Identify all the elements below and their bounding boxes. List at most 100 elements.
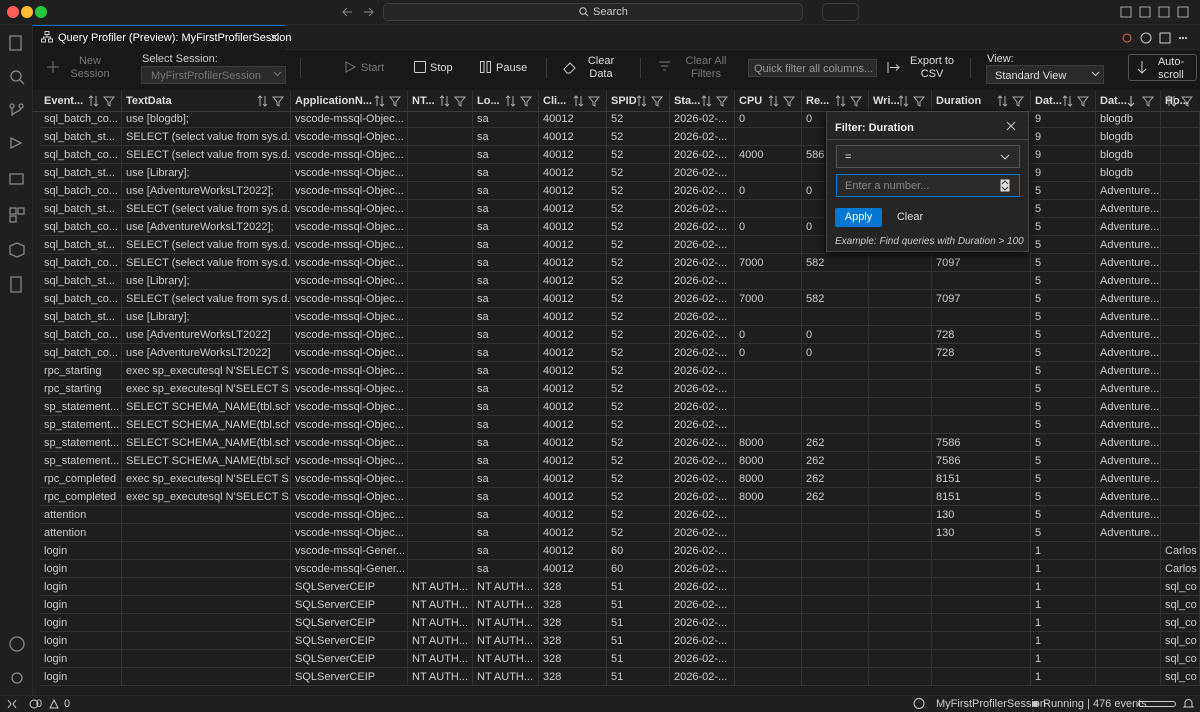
- status-session[interactable]: MyFirstProfilerSession: [936, 698, 1047, 710]
- column-header[interactable]: CPU: [735, 91, 802, 111]
- column-header[interactable]: Event...: [40, 91, 122, 111]
- clear-button[interactable]: Clear: [896, 211, 924, 223]
- cell: [1161, 146, 1200, 164]
- cell: 2026-02-...: [670, 398, 735, 416]
- sort-filter-icons[interactable]: [505, 95, 533, 107]
- cell: NT AUTH...: [408, 596, 473, 614]
- column-header[interactable]: NT...: [408, 91, 473, 111]
- cell: [932, 236, 1031, 254]
- cell: sa: [473, 488, 539, 506]
- cell: 0: [735, 218, 802, 236]
- export-icon: [887, 62, 900, 73]
- cell: [802, 416, 869, 434]
- cell: 52: [607, 524, 670, 542]
- cell: 1: [1031, 596, 1096, 614]
- sort-filter-icons[interactable]: [374, 95, 402, 107]
- sort-filter-icons[interactable]: [1127, 95, 1155, 107]
- column-header[interactable]: Duration: [932, 91, 1031, 111]
- sort-filter-icons[interactable]: [701, 95, 729, 107]
- search-box[interactable]: [383, 3, 803, 21]
- sort-filter-icons[interactable]: [573, 95, 601, 107]
- cell: SELECT (select value from sys.d...: [122, 146, 291, 164]
- column-header[interactable]: Cli...: [539, 91, 607, 111]
- filter-close[interactable]: [1006, 121, 1016, 131]
- cell: 2026-02-...: [670, 488, 735, 506]
- sort-filter-icons[interactable]: [636, 95, 664, 107]
- sort-filter-icons[interactable]: [88, 95, 116, 107]
- cell: NT AUTH...: [473, 596, 539, 614]
- sort-filter-icons[interactable]: [257, 95, 285, 107]
- operator-select[interactable]: =: [836, 145, 1020, 168]
- spinner[interactable]: [1000, 179, 1010, 192]
- sort-filter-icons[interactable]: [1166, 95, 1194, 107]
- value-input[interactable]: Enter a number...: [836, 174, 1020, 197]
- cell: 2026-02-...: [670, 146, 735, 164]
- editor-actions[interactable]: [1121, 32, 1191, 44]
- cell: 2026-02-...: [670, 290, 735, 308]
- cell: sa: [473, 182, 539, 200]
- layout-icons[interactable]: [1120, 6, 1195, 18]
- cell: [735, 164, 802, 182]
- column-header[interactable]: Lo...: [473, 91, 539, 111]
- cell: [802, 542, 869, 560]
- editor-tab[interactable]: [33, 25, 285, 51]
- column-header[interactable]: SPID: [607, 91, 670, 111]
- sort-filter-icons[interactable]: [835, 95, 863, 107]
- cell: [408, 164, 473, 182]
- column-header[interactable]: TextData: [122, 91, 291, 111]
- cell: 7586: [932, 452, 1031, 470]
- cell: [1096, 614, 1161, 632]
- pause-icon: [480, 61, 491, 73]
- apply-button[interactable]: Apply: [835, 208, 882, 227]
- sort-filter-icons[interactable]: [768, 95, 796, 107]
- cell: [932, 416, 1031, 434]
- column-header[interactable]: ApplicationN...: [291, 91, 408, 111]
- sort-filter-icons[interactable]: [997, 95, 1025, 107]
- cell: 40012: [539, 542, 607, 560]
- activity-icons[interactable]: [8, 34, 26, 294]
- cell: sql_batch_co...: [40, 182, 122, 200]
- cell: [1161, 524, 1200, 542]
- account-settings-icons[interactable]: [8, 636, 26, 686]
- tab-close[interactable]: [270, 33, 279, 42]
- quick-filter-input[interactable]: Quick filter all columns...: [748, 59, 877, 77]
- nav-arrows[interactable]: [340, 5, 376, 19]
- cell: 1: [1031, 614, 1096, 632]
- bell-icon[interactable]: [1182, 698, 1195, 709]
- cell: Carlos: [1161, 560, 1200, 578]
- session-dropdown[interactable]: MyFirstProfilerSession: [141, 66, 286, 84]
- column-header[interactable]: Wri...: [869, 91, 932, 111]
- cell: 40012: [539, 524, 607, 542]
- cell: [408, 506, 473, 524]
- export-csv-button[interactable]: Export to CSV: [909, 55, 955, 80]
- cell: 2026-02-...: [670, 632, 735, 650]
- cell: 40012: [539, 272, 607, 290]
- cell: 40012: [539, 434, 607, 452]
- clear-data-button[interactable]: Clear Data: [587, 55, 615, 80]
- column-header[interactable]: Re...: [802, 91, 869, 111]
- warning-count[interactable]: 0: [64, 698, 71, 710]
- cell: [408, 218, 473, 236]
- cell: 8151: [932, 470, 1031, 488]
- view-dropdown[interactable]: Standard View: [986, 65, 1104, 84]
- cell: login: [40, 614, 122, 632]
- stop-button[interactable]: Stop: [430, 62, 453, 74]
- sort-filter-icons[interactable]: [898, 95, 926, 107]
- column-header[interactable]: Sta...: [670, 91, 735, 111]
- error-count[interactable]: 0: [36, 698, 43, 710]
- column-header[interactable]: Dat...: [1096, 91, 1161, 111]
- cell: [932, 308, 1031, 326]
- clear-all-filters-button[interactable]: Clear All Filters: [685, 55, 727, 80]
- cell: 52: [607, 488, 670, 506]
- filter-popup: Filter: Duration = Enter a number... App…: [826, 111, 1029, 252]
- start-button[interactable]: Start: [361, 62, 385, 74]
- pause-button[interactable]: Pause: [496, 62, 528, 74]
- cell: [802, 596, 869, 614]
- sort-filter-icons[interactable]: [1062, 95, 1090, 107]
- copilot-button[interactable]: [822, 3, 859, 21]
- new-session-button[interactable]: New Session: [70, 55, 110, 80]
- sort-filter-icons[interactable]: [439, 95, 467, 107]
- cell: vscode-mssql-Objec...: [291, 362, 408, 380]
- column-header[interactable]: Dat...: [1031, 91, 1096, 111]
- auto-scroll-button[interactable]: [1128, 54, 1197, 81]
